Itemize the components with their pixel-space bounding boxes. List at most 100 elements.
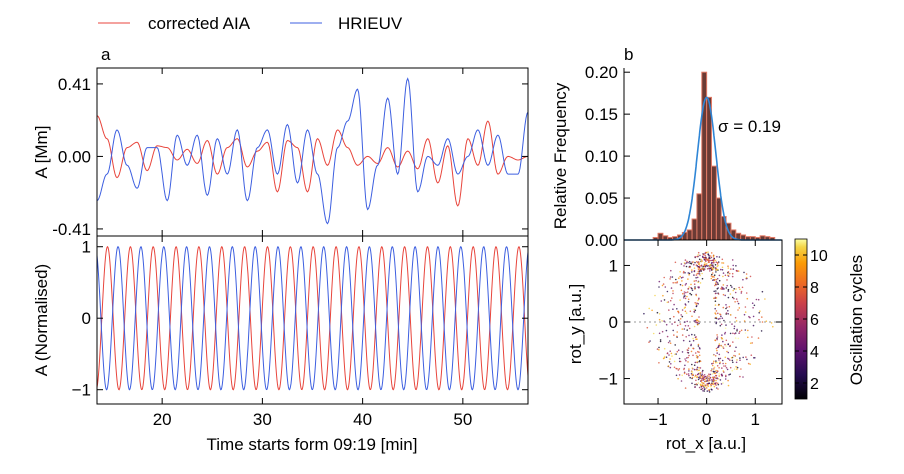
rotation-point [701, 371, 704, 373]
rotation-point [685, 359, 687, 362]
rotation-point [745, 276, 748, 279]
rotation-point [698, 262, 701, 264]
rotation-point [735, 346, 737, 349]
rotation-point [674, 261, 677, 264]
rotation-point [724, 378, 727, 380]
histogram-ytick-label: 0.00 [585, 231, 618, 250]
rotation-point [683, 265, 685, 267]
rotation-point [703, 390, 706, 392]
rotation-point [683, 262, 686, 264]
rotation-point [734, 337, 737, 339]
rotation-point [700, 380, 703, 382]
rotation-point [711, 376, 714, 379]
rotation-point [696, 260, 698, 263]
rotation-point [753, 304, 756, 307]
rotation-point [758, 312, 760, 314]
rotation-point [695, 294, 698, 297]
rotation-point [690, 283, 692, 286]
rotation-point [720, 315, 722, 318]
colorbar-ticks: 2 4 6 8 10 [795, 248, 828, 393]
rotation-point [731, 286, 733, 288]
rotation-point [712, 381, 715, 384]
rotation-point [689, 266, 691, 269]
rotation-point [669, 358, 671, 360]
rotation-point [725, 304, 727, 306]
rotation-point [699, 274, 701, 277]
rotation-point [749, 363, 751, 366]
rotation-point [722, 275, 724, 278]
rotation-point [715, 360, 717, 362]
rotation-point [725, 367, 728, 369]
rotation-point [692, 337, 694, 340]
rotation-point [735, 298, 738, 300]
rotation-point [725, 345, 727, 347]
rotation-point [732, 264, 734, 267]
rotation-point [648, 341, 650, 344]
rotation-point [658, 349, 660, 351]
rotation-point [643, 312, 645, 315]
rotation-point [670, 269, 672, 272]
rotation-point [711, 373, 714, 375]
rotation-point [684, 310, 687, 313]
time-xlabel: Time starts form 09:19 [min] [207, 435, 418, 454]
rotation-point [701, 277, 704, 280]
rotation-point [714, 376, 717, 379]
normalised-panel: −1 0 1 20 30 40 50 A (Normalised) Time starts … [32, 235, 529, 454]
rotation-point [729, 344, 731, 347]
rotation-point [698, 386, 701, 389]
rotation-point [684, 297, 687, 300]
rotation-point [721, 317, 724, 320]
rotation-point [710, 383, 712, 386]
rotation-point [723, 365, 725, 367]
rotation-point [663, 347, 666, 350]
rotation-point [697, 286, 699, 288]
rotation-point [707, 385, 709, 388]
rotation-point [714, 312, 716, 314]
rotation-point [672, 329, 674, 332]
rotation-point [679, 318, 682, 320]
rotation-point [738, 307, 741, 309]
rotation-point [695, 383, 698, 385]
rotation-point [721, 258, 724, 261]
rotation-point [717, 287, 719, 289]
rotation-point [681, 284, 684, 287]
rotation-point [713, 279, 716, 282]
rotation-point [708, 264, 711, 267]
rotation-point [706, 390, 709, 392]
rotation-point [686, 349, 689, 351]
rotation-point [712, 255, 715, 258]
rotation-point [679, 283, 682, 286]
rotation-point [663, 320, 665, 322]
rotation-point [711, 265, 714, 267]
rotation-point [698, 263, 700, 266]
rotation-point [712, 379, 715, 382]
rotation-point [668, 309, 670, 311]
rotation-point [721, 266, 724, 269]
rotation-point [708, 380, 710, 382]
rotation-point [687, 361, 689, 363]
panel-label-a: a [101, 45, 111, 64]
rotation-point [701, 375, 704, 378]
rotation-point [697, 378, 700, 381]
rotation-point [740, 329, 743, 332]
rotation-point [739, 288, 741, 291]
rotation-point [731, 323, 733, 325]
rotation-point [712, 362, 715, 365]
rotation-point [747, 329, 749, 332]
rotation-point [735, 320, 738, 322]
rotation-point [721, 346, 724, 349]
rotation-point [658, 280, 661, 283]
rotation-point [689, 292, 691, 295]
rotation-point [745, 273, 748, 275]
rotation-point [702, 390, 704, 392]
rotation-point [676, 331, 678, 333]
rotation-point [727, 357, 729, 360]
rotation-point [698, 258, 701, 261]
rotation-point [706, 375, 709, 377]
rotation-point [677, 377, 679, 380]
legend-label-aia: corrected AIA [148, 14, 251, 33]
rotation-point [659, 339, 662, 341]
rotation-point [694, 352, 697, 354]
rotation-point [662, 294, 664, 297]
rotation-point [690, 286, 692, 289]
